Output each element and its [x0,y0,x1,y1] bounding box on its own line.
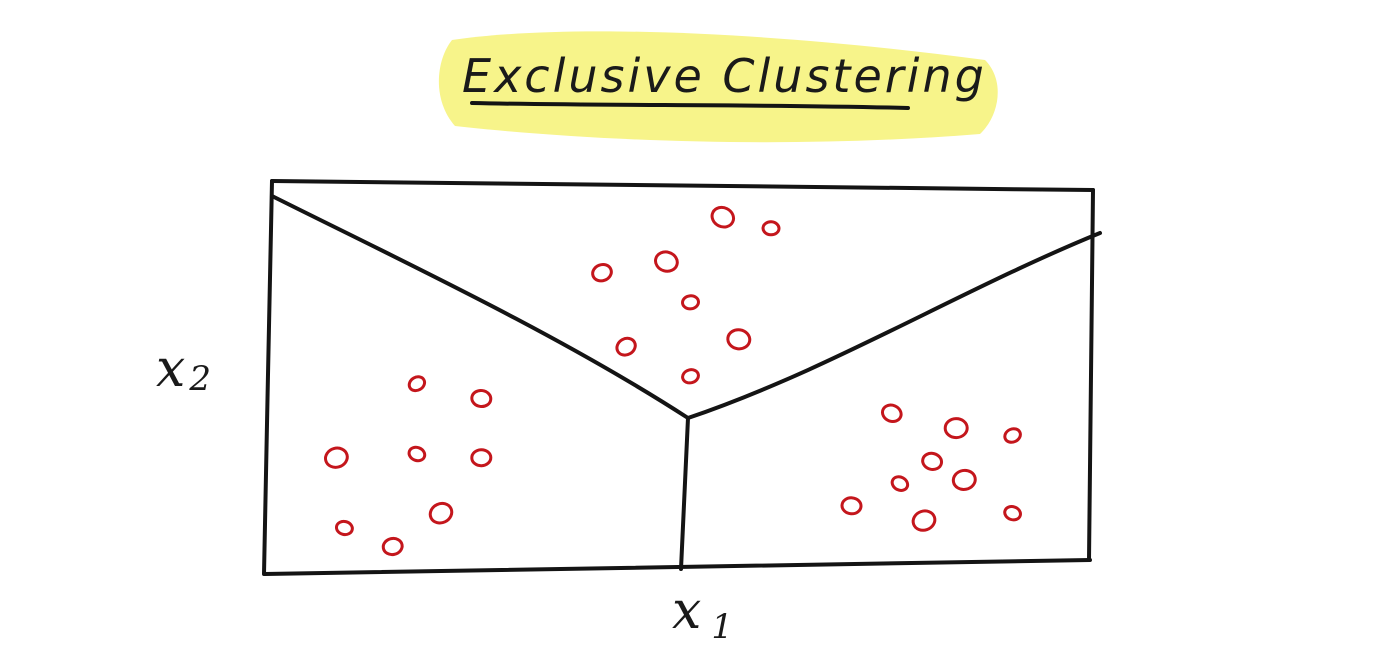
data-point-right [921,451,944,471]
data-point-left [334,519,354,537]
diagram-title: Exclusive Clustering [462,49,987,103]
data-point-left [324,446,349,469]
frame-left [262,179,274,576]
data-point-right [880,403,903,424]
frame-right [1087,188,1095,562]
x-axis-label-main: x [672,581,701,641]
data-point-left [428,501,454,525]
data-point-right [840,496,863,516]
data-point-right [1003,427,1022,444]
data-point-left [407,445,427,463]
data-point-right [1003,505,1022,522]
data-point-left [381,536,404,557]
data-point-top [761,220,781,237]
data-point-top [654,250,679,273]
boundary-left-diagonal [270,194,690,420]
cluster-boundaries [270,194,1102,571]
data-point-top [710,205,736,229]
data-point-top [615,336,637,357]
plot-frame [262,179,1095,576]
points-layer [324,205,1022,557]
title-highlight [438,31,998,143]
data-point-top [591,263,613,283]
data-point-top [681,294,700,311]
data-point-top [681,368,700,385]
x-axis-label-sub: 1 [711,607,733,647]
y-axis-label-sub: 2 [188,359,211,399]
data-point-right [943,417,969,440]
frame-bottom [263,558,1092,576]
title-underline [470,101,910,110]
data-point-left [470,448,493,468]
boundary-right-diagonal [686,231,1102,420]
data-point-left [407,375,427,393]
data-point-top [726,328,752,351]
data-point-right [890,475,910,492]
y-axis-label-main: x [156,339,185,399]
data-point-left [470,388,493,409]
boundary-vertical [679,416,690,571]
data-point-right [951,468,977,491]
frame-top [270,179,1095,192]
data-point-right [911,509,937,532]
